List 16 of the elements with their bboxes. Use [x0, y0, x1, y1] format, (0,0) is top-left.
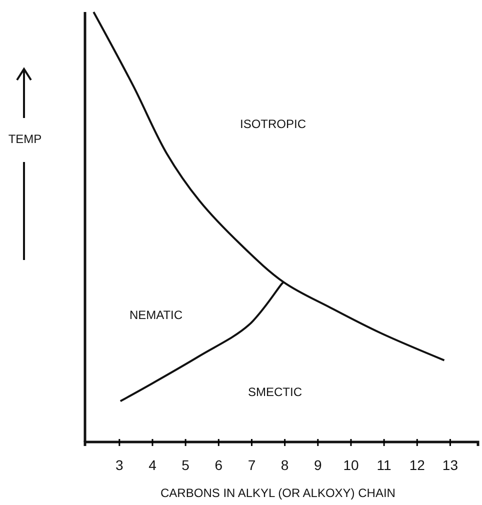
- x-tick-label: 5: [182, 456, 190, 473]
- y-axis-title: TEMP: [8, 132, 42, 146]
- x-tick-label: 3: [116, 456, 124, 473]
- x-tick-label: 7: [248, 456, 256, 473]
- x-tick-label: 6: [214, 456, 223, 473]
- annotation: ISOTROPIC: [240, 117, 306, 132]
- x-tick-label: 12: [409, 456, 426, 473]
- x-tick-label: 10: [343, 456, 359, 473]
- x-tick-label: 4: [148, 456, 157, 473]
- x-tick-label: 11: [376, 456, 392, 473]
- x-tick-label: 13: [442, 456, 458, 473]
- annotation: SMECTIC: [248, 385, 302, 400]
- x-tick-label: 8: [280, 456, 289, 473]
- x-tick-label: 9: [314, 456, 322, 473]
- x-axis-title: CARBONS IN ALKYL (OR ALKOXY) CHAIN: [160, 486, 396, 500]
- annotation: NEMATIC: [129, 308, 183, 322]
